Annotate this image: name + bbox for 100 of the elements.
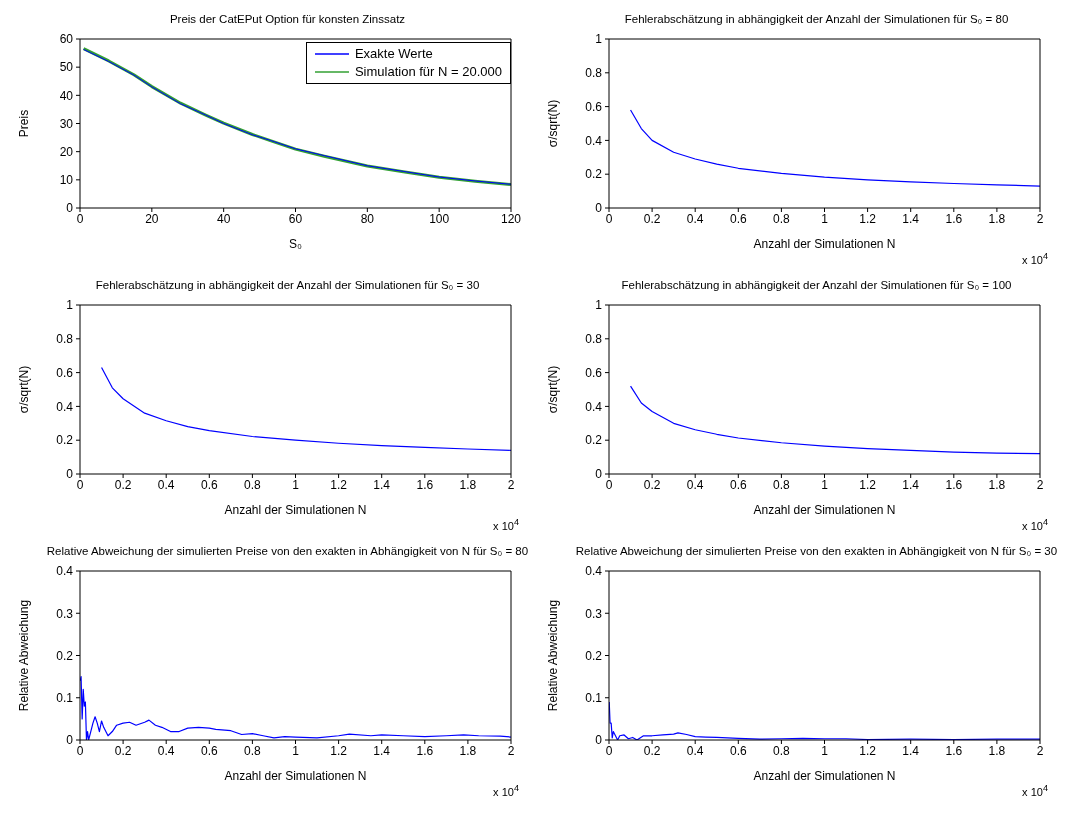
text: x 10$^{4}$ <box>1022 783 1048 798</box>
y-axis-title: σ/sqrt(N) <box>546 99 561 148</box>
y-tick-label: 40 <box>59 88 74 103</box>
y-tick-label: 0.8 <box>585 332 603 347</box>
x-tick-label: 0.8 <box>244 743 262 758</box>
y-tick-label: 0 <box>66 201 74 216</box>
y-tick-label: 1 <box>66 298 74 313</box>
y-tick-label: 0.3 <box>585 606 603 621</box>
y-tick-label: 50 <box>59 60 74 75</box>
y-tick-label: 0.4 <box>585 399 603 414</box>
y-tick-label: 0.4 <box>585 564 603 579</box>
y-tick-label: 1 <box>595 32 603 47</box>
x-tick-label: 1.8 <box>988 743 1006 758</box>
y-axis-title: σ/sqrt(N) <box>17 365 32 414</box>
x-tick-label: 1.2 <box>859 743 877 758</box>
y-tick-label: 0 <box>595 467 603 482</box>
x-tick-label: 1.4 <box>902 477 920 492</box>
x-tick-label: 20 <box>145 211 159 226</box>
x-tick-label: 0.8 <box>773 477 791 492</box>
y-axis-title: Preis <box>17 109 32 138</box>
legend-label: Simulation für N = 20.000 <box>354 63 502 81</box>
x-tick-label: 0 <box>76 477 84 492</box>
chart-title: Fehlerabschätzung in abhängigkeit der Anzahl der Simulationen für S₀ = 100 <box>620 278 1013 293</box>
y-tick-label: 0.2 <box>56 433 74 448</box>
x-tick-label: 0.6 <box>200 743 218 758</box>
y-tick-label: 0.1 <box>56 691 74 706</box>
text: x 10$^{4}$ <box>1022 251 1048 266</box>
x-axis-title: Anzahl der Simulationen N <box>224 503 367 517</box>
y-tick-label: 0.4 <box>56 399 74 414</box>
y-tick-label: 0 <box>66 733 74 748</box>
x-tick-label: 0 <box>76 211 84 226</box>
x-tick-label: 1.8 <box>988 211 1006 226</box>
x-tick-label: 2 <box>1036 211 1044 226</box>
x-tick-label: 1.6 <box>945 211 963 226</box>
y-tick-label: 30 <box>59 116 74 131</box>
x-tick-label: 0 <box>605 743 613 758</box>
chart-title: Relative Abweichung der simulierten Preise von den exakten in Abhängigkeit von N für S₀ = 30 <box>574 544 1059 559</box>
x-tick-label: 0.2 <box>114 477 132 492</box>
chart-title: Fehlerabschätzung in abhängigkeit der Anzahl der Simulationen für S₀ = 30 <box>94 278 481 293</box>
y-tick-label: 0.8 <box>56 332 74 347</box>
x-tick-label: 1.8 <box>459 477 477 492</box>
x-tick-label: 1 <box>821 743 829 758</box>
x-tick-label: 1 <box>292 477 300 492</box>
x-tick-label: 1 <box>292 743 300 758</box>
x-axis-title: S₀ <box>289 237 303 251</box>
x-tick-label: 1.4 <box>373 477 391 492</box>
y-tick-label: 0.6 <box>56 365 74 380</box>
text: x 10$^{4}$ <box>493 517 519 532</box>
x-tick-label: 120 <box>500 211 522 226</box>
x-tick-label: 0.4 <box>686 211 704 226</box>
x-axis-title: Anzahl der Simulationen N <box>753 503 896 517</box>
x-axis-title: Anzahl der Simulationen N <box>753 237 896 251</box>
x-tick-label: 80 <box>360 211 375 226</box>
x-tick-label: 1.4 <box>902 211 920 226</box>
y-tick-label: 0.6 <box>585 99 603 114</box>
x-tick-label: 1.6 <box>416 743 434 758</box>
y-tick-label: 10 <box>59 173 74 188</box>
x-tick-label: 1.2 <box>330 743 348 758</box>
y-tick-label: 0 <box>66 467 74 482</box>
x-tick-label: 0.8 <box>773 211 791 226</box>
x-tick-label: 2 <box>507 743 515 758</box>
x-tick-label: 0 <box>76 743 84 758</box>
x-tick-label: 1.8 <box>988 477 1006 492</box>
y-tick-label: 0 <box>595 733 603 748</box>
x-axis-title: Anzahl der Simulationen N <box>224 769 367 783</box>
text: x 10$^{4}$ <box>493 783 519 798</box>
y-axis-title: σ/sqrt(N) <box>546 365 561 414</box>
x-tick-label: 0.4 <box>157 477 175 492</box>
x-tick-label: 0.6 <box>729 743 747 758</box>
y-tick-label: 0.2 <box>585 167 603 182</box>
x-tick-label: 0.2 <box>643 743 661 758</box>
x-tick-label: 1.8 <box>459 743 477 758</box>
x-tick-label: 40 <box>216 211 231 226</box>
x-tick-label: 2 <box>1036 477 1044 492</box>
x-tick-label: 1.6 <box>416 477 434 492</box>
x-tick-label: 0.4 <box>686 477 704 492</box>
x-tick-label: 1.2 <box>859 211 877 226</box>
x-tick-label: 0.2 <box>643 211 661 226</box>
x-tick-label: 0.4 <box>686 743 704 758</box>
chart-title: Fehlerabschätzung in abhängigkeit der Anzahl der Simulationen für S₀ = 80 <box>623 12 1010 27</box>
y-tick-label: 60 <box>59 32 74 47</box>
x-tick-label: 0.8 <box>773 743 791 758</box>
y-tick-label: 20 <box>59 144 74 159</box>
y-tick-label: 0.6 <box>585 365 603 380</box>
x-tick-label: 0 <box>605 211 613 226</box>
chart-title: Preis der CatEPut Option für konsten Zinssatz <box>168 12 407 27</box>
y-tick-label: 0.4 <box>585 133 603 148</box>
x-tick-label: 0.6 <box>200 477 218 492</box>
x-tick-label: 0.4 <box>157 743 175 758</box>
x-tick-label: 2 <box>507 477 515 492</box>
x-tick-label: 1 <box>821 477 829 492</box>
y-tick-label: 0.1 <box>585 691 603 706</box>
x-tick-label: 1.4 <box>902 743 920 758</box>
x-axis-title: Anzahl der Simulationen N <box>753 769 896 783</box>
x-tick-label: 0.6 <box>729 477 747 492</box>
x-tick-label: 1.6 <box>945 477 963 492</box>
x-tick-label: 0.8 <box>244 477 262 492</box>
y-tick-label: 0 <box>595 201 603 216</box>
y-tick-label: 0.8 <box>585 66 603 81</box>
x-tick-label: 0.6 <box>729 211 747 226</box>
